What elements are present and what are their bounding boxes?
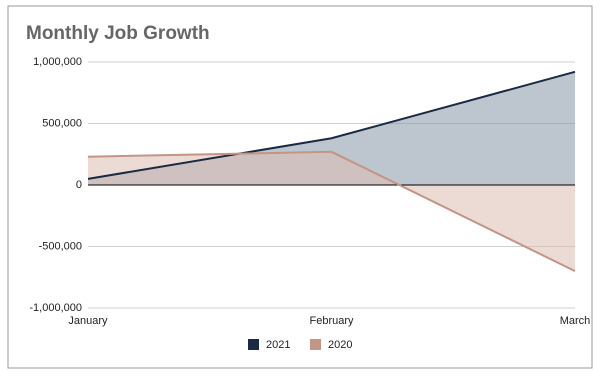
chart-title: Monthly Job Growth — [26, 23, 210, 44]
y-tick-label: 0 — [76, 179, 82, 191]
legend-swatch — [310, 339, 321, 350]
x-tick-label: March — [560, 315, 591, 327]
y-tick-label: -1,000,000 — [29, 302, 82, 314]
y-tick-label: -500,000 — [39, 240, 82, 252]
line — [87, 150, 576, 272]
x-tick-label: January — [68, 315, 108, 327]
line — [87, 70, 576, 180]
legend-swatch — [248, 339, 259, 350]
legend-label: 2020 — [328, 339, 352, 351]
x-tick-label: February — [309, 315, 354, 327]
area-fill — [88, 71, 575, 185]
legend-label: 2021 — [266, 339, 290, 351]
y-tick-label: 500,000 — [42, 117, 82, 129]
y-tick-label: 1,000,000 — [33, 56, 82, 68]
area-fill — [88, 151, 575, 272]
